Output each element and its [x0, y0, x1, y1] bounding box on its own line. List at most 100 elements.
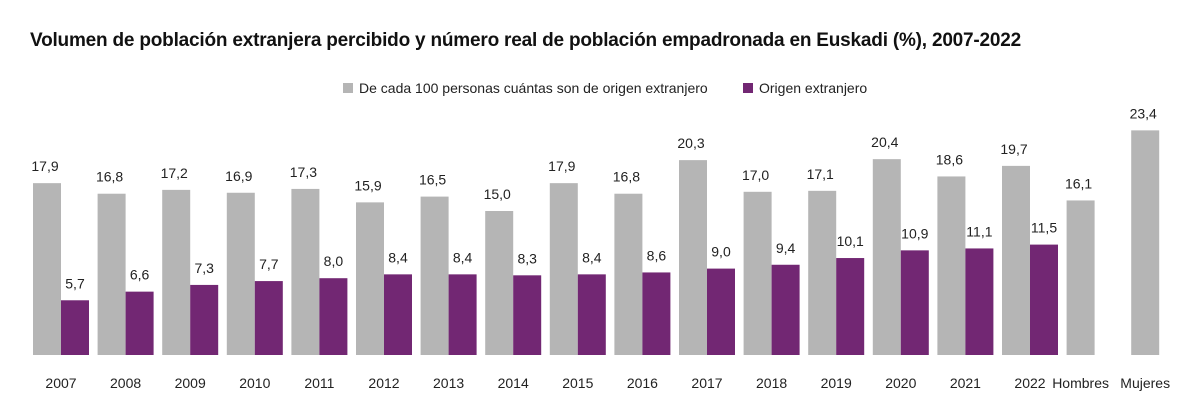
- x-tick-label-2013: 2013: [433, 375, 464, 391]
- data-label-foreign-origin-2018: 9,4: [776, 240, 796, 256]
- data-label-perceived-2020: 20,4: [871, 134, 898, 150]
- data-label-foreign-origin-2011: 8,0: [324, 253, 344, 269]
- x-tick-label-2011: 2011: [304, 375, 334, 391]
- bar-foreign-origin-2017: [707, 268, 735, 355]
- data-label-perceived-2009: 17,2: [161, 165, 188, 181]
- legend-label-foreign-origin: Origen extranjero: [759, 80, 868, 96]
- x-tick-label-2016: 2016: [627, 375, 658, 391]
- bar-perceived-2014: [485, 211, 514, 355]
- data-label-foreign-origin-2010: 7,7: [259, 256, 279, 272]
- bar-foreign-origin-2010: [254, 281, 283, 355]
- data-label-perceived-2011: 17,3: [290, 164, 317, 180]
- data-label-foreign-origin-2007: 5,7: [65, 275, 85, 291]
- legend-swatch-perceived: [343, 83, 353, 93]
- x-tick-label-2012: 2012: [368, 375, 399, 391]
- bar-perceived-2008: [97, 193, 126, 355]
- bar-perceived-2018: [743, 191, 772, 355]
- bar-foreign-origin-2022: [1030, 244, 1058, 355]
- bar-perceived-2010: [226, 192, 255, 355]
- bar-foreign-origin-2015: [577, 274, 606, 355]
- data-label-foreign-origin-2020: 10,9: [901, 225, 928, 241]
- data-label-perceived-2017: 20,3: [677, 135, 704, 151]
- bar-perceived-2015: [549, 183, 578, 355]
- data-label-perceived-Hombres: 16,1: [1065, 175, 1092, 191]
- bar-group-2020: 20,4 10,9 2020: [871, 134, 929, 391]
- legend: De cada 100 personas cuántas son de orig…: [0, 80, 1200, 100]
- data-label-foreign-origin-2008: 6,6: [130, 267, 150, 283]
- bar-group-2021: 18,6 11,1 2021: [936, 151, 994, 391]
- bar-group-2011: 17,3 8,0 2011: [290, 164, 348, 391]
- x-tick-label-2022: 2022: [1014, 375, 1045, 391]
- bar-group-2013: 16,5 8,4 2013: [419, 172, 477, 391]
- x-tick-label-2017: 2017: [691, 375, 722, 391]
- legend-swatch-foreign-origin: [743, 83, 753, 93]
- bar-group-2012: 15,9 8,4 2012: [354, 177, 412, 391]
- x-tick-label-2007: 2007: [45, 375, 76, 391]
- data-label-perceived-2015: 17,9: [548, 158, 575, 174]
- x-tick-label-Mujeres: Mujeres: [1120, 375, 1170, 391]
- data-label-perceived-2013: 16,5: [419, 172, 446, 188]
- bar-group-2019: 17,1 10,1 2019: [807, 166, 865, 391]
- bar-perceived-2019: [808, 190, 837, 355]
- x-tick-label-2018: 2018: [756, 375, 787, 391]
- bar-foreign-origin-2018: [771, 264, 800, 355]
- data-label-perceived-2019: 17,1: [807, 166, 834, 182]
- bar-group-2016: 16,8 8,6 2016: [613, 169, 671, 391]
- x-tick-label-2014: 2014: [498, 375, 529, 391]
- bar-group-2022: 19,7 11,5 2022: [1000, 141, 1058, 391]
- bar-foreign-origin-2007: [61, 300, 89, 355]
- data-label-perceived-Mujeres: 23,4: [1130, 105, 1157, 121]
- bar-group-2018: 17,0 9,4 2018: [742, 167, 800, 391]
- data-label-foreign-origin-2022: 11,5: [1031, 220, 1057, 236]
- data-label-foreign-origin-2009: 7,3: [194, 260, 214, 276]
- data-label-foreign-origin-2021: 11,1: [966, 223, 992, 239]
- bar-perceived-2007: [33, 183, 61, 355]
- x-tick-label-2021: 2021: [950, 375, 981, 391]
- legend-item-perceived: De cada 100 personas cuántas son de orig…: [343, 80, 708, 96]
- bar-group-Mujeres: 23,4 Mujeres: [1120, 105, 1170, 391]
- data-label-foreign-origin-2014: 8,3: [517, 250, 537, 266]
- bar-group-2008: 16,8 6,6 2008: [96, 169, 154, 391]
- bar-group-2015: 17,9 8,4 2015: [548, 158, 606, 391]
- bar-foreign-origin-2013: [448, 274, 477, 355]
- x-tick-label-2010: 2010: [239, 375, 270, 391]
- bar-foreign-origin-2020: [900, 250, 929, 355]
- data-label-foreign-origin-2019: 10,1: [837, 233, 864, 249]
- bar-perceived-2022: [1002, 165, 1030, 355]
- bar-foreign-origin-2021: [965, 248, 994, 355]
- bar-group-2007: 17,9 5,7 2007: [31, 158, 89, 391]
- data-label-perceived-2016: 16,8: [613, 169, 640, 185]
- x-tick-label-2019: 2019: [821, 375, 852, 391]
- data-label-perceived-2008: 16,8: [96, 169, 123, 185]
- bar-perceived-2013: [420, 196, 449, 355]
- bar-foreign-origin-2008: [125, 291, 154, 355]
- data-label-foreign-origin-2017: 9,0: [711, 244, 731, 260]
- data-label-perceived-2010: 16,9: [225, 168, 252, 184]
- bar-foreign-origin-2012: [384, 274, 412, 355]
- x-tick-label-2020: 2020: [885, 375, 916, 391]
- bar-group-Hombres: 16,1 Hombres: [1052, 175, 1109, 391]
- bar-perceived-Mujeres: [1131, 130, 1160, 355]
- bar-group-2017: 20,3 9,0 2017: [677, 135, 735, 391]
- legend-label-perceived: De cada 100 personas cuántas son de orig…: [359, 80, 708, 96]
- bar-perceived-2012: [356, 202, 384, 355]
- bar-perceived-2016: [614, 193, 643, 355]
- data-label-perceived-2021: 18,6: [936, 151, 963, 167]
- bar-perceived-2020: [872, 159, 901, 355]
- data-label-perceived-2012: 15,9: [354, 177, 381, 193]
- data-label-foreign-origin-2012: 8,4: [388, 249, 408, 265]
- bar-perceived-Hombres: [1066, 200, 1095, 355]
- bar-group-2009: 17,2 7,3 2009: [161, 165, 219, 391]
- bar-group-2010: 16,9 7,7 2010: [225, 168, 283, 391]
- bar-foreign-origin-2019: [836, 258, 865, 355]
- bar-perceived-2009: [162, 189, 191, 355]
- bar-perceived-2011: [291, 188, 320, 355]
- x-tick-label-Hombres: Hombres: [1052, 375, 1109, 391]
- data-label-foreign-origin-2016: 8,6: [647, 247, 667, 263]
- data-label-foreign-origin-2015: 8,4: [582, 249, 602, 265]
- data-label-perceived-2018: 17,0: [742, 167, 769, 183]
- bar-foreign-origin-2011: [319, 278, 348, 355]
- bar-foreign-origin-2009: [190, 284, 219, 355]
- data-label-perceived-2022: 19,7: [1000, 141, 1027, 157]
